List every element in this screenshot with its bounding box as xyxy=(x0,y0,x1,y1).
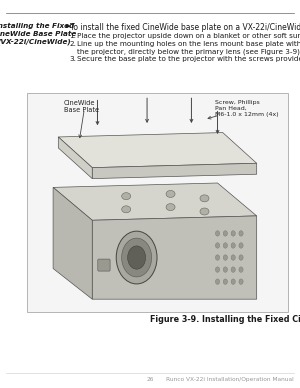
Ellipse shape xyxy=(122,206,131,213)
Polygon shape xyxy=(53,187,92,299)
Circle shape xyxy=(223,255,227,260)
Ellipse shape xyxy=(166,191,175,197)
Text: Secure the base plate to the projector with the screws provided for this purpose: Secure the base plate to the projector w… xyxy=(77,56,300,62)
Circle shape xyxy=(116,231,157,284)
Text: CineWide Base Plate: CineWide Base Plate xyxy=(0,31,76,37)
Text: Line up the mounting holes on the lens mount base plate with those on the bottom: Line up the mounting holes on the lens m… xyxy=(77,41,300,55)
Polygon shape xyxy=(53,183,257,220)
Circle shape xyxy=(231,279,235,284)
Text: 1.: 1. xyxy=(70,33,76,38)
Text: (VX-22i/CineWide): (VX-22i/CineWide) xyxy=(0,39,71,45)
Bar xyxy=(27,93,288,312)
Text: To install the fixed CineWide base plate on a VX-22i/CineWide:: To install the fixed CineWide base plate… xyxy=(70,23,300,32)
Circle shape xyxy=(239,255,243,260)
Ellipse shape xyxy=(200,208,209,215)
Text: ►: ► xyxy=(66,23,71,29)
Circle shape xyxy=(223,267,227,272)
Circle shape xyxy=(223,243,227,248)
Text: 26: 26 xyxy=(146,377,154,382)
Circle shape xyxy=(239,279,243,284)
Text: Installing the Fixed: Installing the Fixed xyxy=(0,23,74,29)
Circle shape xyxy=(223,279,227,284)
Polygon shape xyxy=(58,133,257,168)
Circle shape xyxy=(128,246,146,269)
Ellipse shape xyxy=(122,193,131,200)
Text: Figure 3-9. Installing the Fixed CineWide Base Plate: Figure 3-9. Installing the Fixed CineWid… xyxy=(150,315,300,324)
Circle shape xyxy=(239,267,243,272)
Ellipse shape xyxy=(200,195,209,202)
Circle shape xyxy=(215,255,220,260)
Text: 3.: 3. xyxy=(70,56,76,62)
Circle shape xyxy=(122,238,152,277)
Circle shape xyxy=(231,231,235,236)
Polygon shape xyxy=(58,137,92,178)
Text: CineWide
Base Plate: CineWide Base Plate xyxy=(64,100,99,113)
Polygon shape xyxy=(92,163,257,178)
Text: Runco VX-22i Installation/Operation Manual: Runco VX-22i Installation/Operation Manu… xyxy=(166,377,294,382)
Circle shape xyxy=(215,267,220,272)
Circle shape xyxy=(231,255,235,260)
Circle shape xyxy=(215,231,220,236)
Text: 2.: 2. xyxy=(70,41,76,47)
Circle shape xyxy=(231,243,235,248)
Circle shape xyxy=(215,243,220,248)
Circle shape xyxy=(231,267,235,272)
Text: Screw, Phillips
Pan Head,
M6-1.0 x 12mm (4x): Screw, Phillips Pan Head, M6-1.0 x 12mm … xyxy=(215,100,278,117)
FancyBboxPatch shape xyxy=(98,259,110,271)
Circle shape xyxy=(215,279,220,284)
Polygon shape xyxy=(92,216,257,299)
Text: Place the projector upside down on a blanket or other soft surface.: Place the projector upside down on a bla… xyxy=(77,33,300,38)
Circle shape xyxy=(239,231,243,236)
Circle shape xyxy=(239,243,243,248)
Circle shape xyxy=(223,231,227,236)
Ellipse shape xyxy=(166,204,175,211)
